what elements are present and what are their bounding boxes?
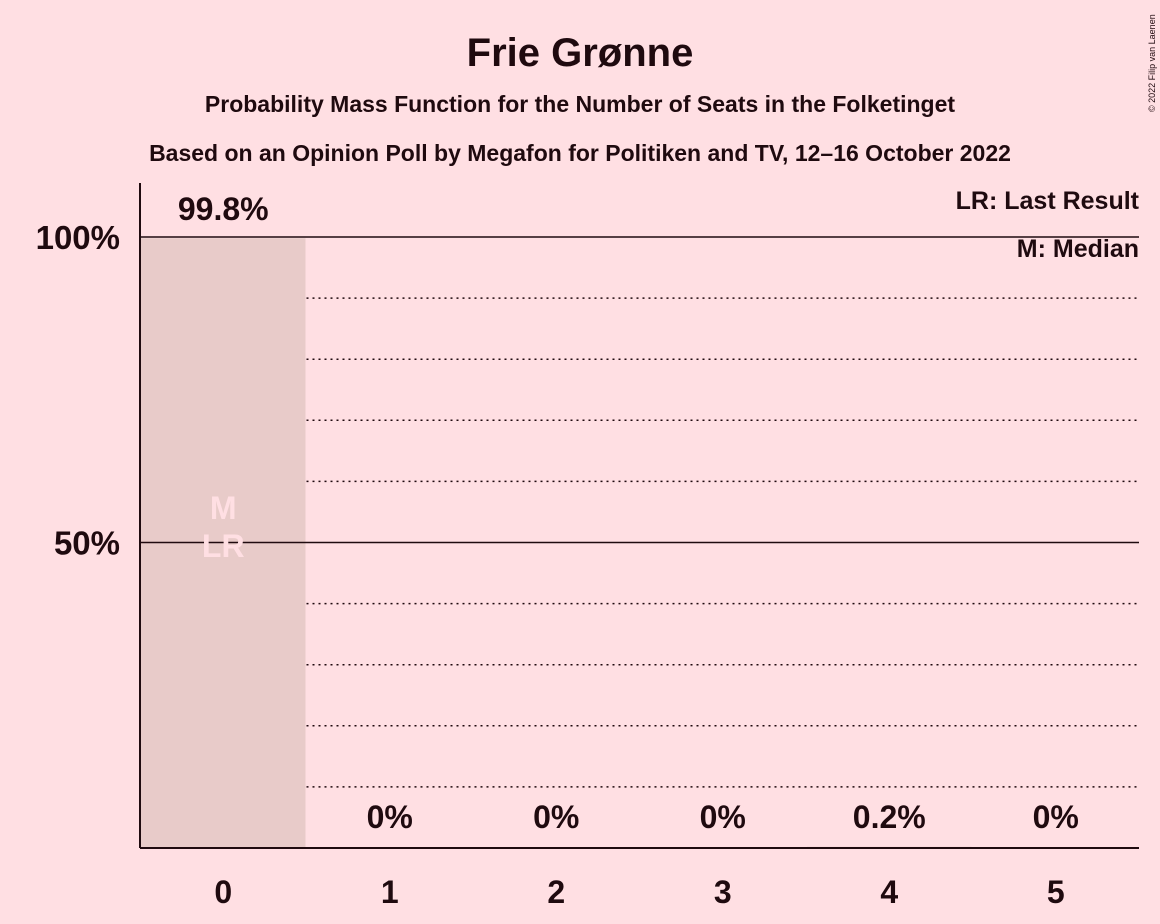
- x-tick-label: 0: [214, 874, 232, 910]
- data-label: 99.8%: [178, 191, 269, 227]
- bar-marker-lr: LR: [202, 528, 245, 564]
- x-tick-label: 4: [880, 874, 898, 910]
- chart-subtitle: Probability Mass Function for the Number…: [205, 91, 955, 117]
- x-tick-label: 3: [714, 874, 732, 910]
- x-tick-label: 5: [1047, 874, 1065, 910]
- legend-median: M: Median: [1017, 235, 1139, 263]
- data-label: 0%: [367, 799, 413, 835]
- x-tick-label: 2: [547, 874, 565, 910]
- legend-last-result: LR: Last Result: [956, 187, 1140, 215]
- bar-marker-m: M: [210, 490, 237, 526]
- copyright-text: © 2022 Filip van Laenen: [1147, 14, 1157, 112]
- data-label: 0%: [533, 799, 579, 835]
- data-label: 0%: [700, 799, 746, 835]
- x-tick-label: 1: [381, 874, 399, 910]
- data-label: 0%: [1033, 799, 1079, 835]
- plot-area: 50% 100% 0 1 2 3 4 5 99.8% 0% 0% 0% 0.2% 0% MLR: [36, 183, 1139, 910]
- y-tick-label: 100%: [36, 219, 120, 256]
- chart-source-line: Based on an Opinion Poll by Megafon for …: [149, 140, 1011, 166]
- data-label: 0.2%: [853, 799, 926, 835]
- chart-title: Frie Grønne: [467, 31, 694, 75]
- y-tick-label: 50%: [54, 525, 120, 562]
